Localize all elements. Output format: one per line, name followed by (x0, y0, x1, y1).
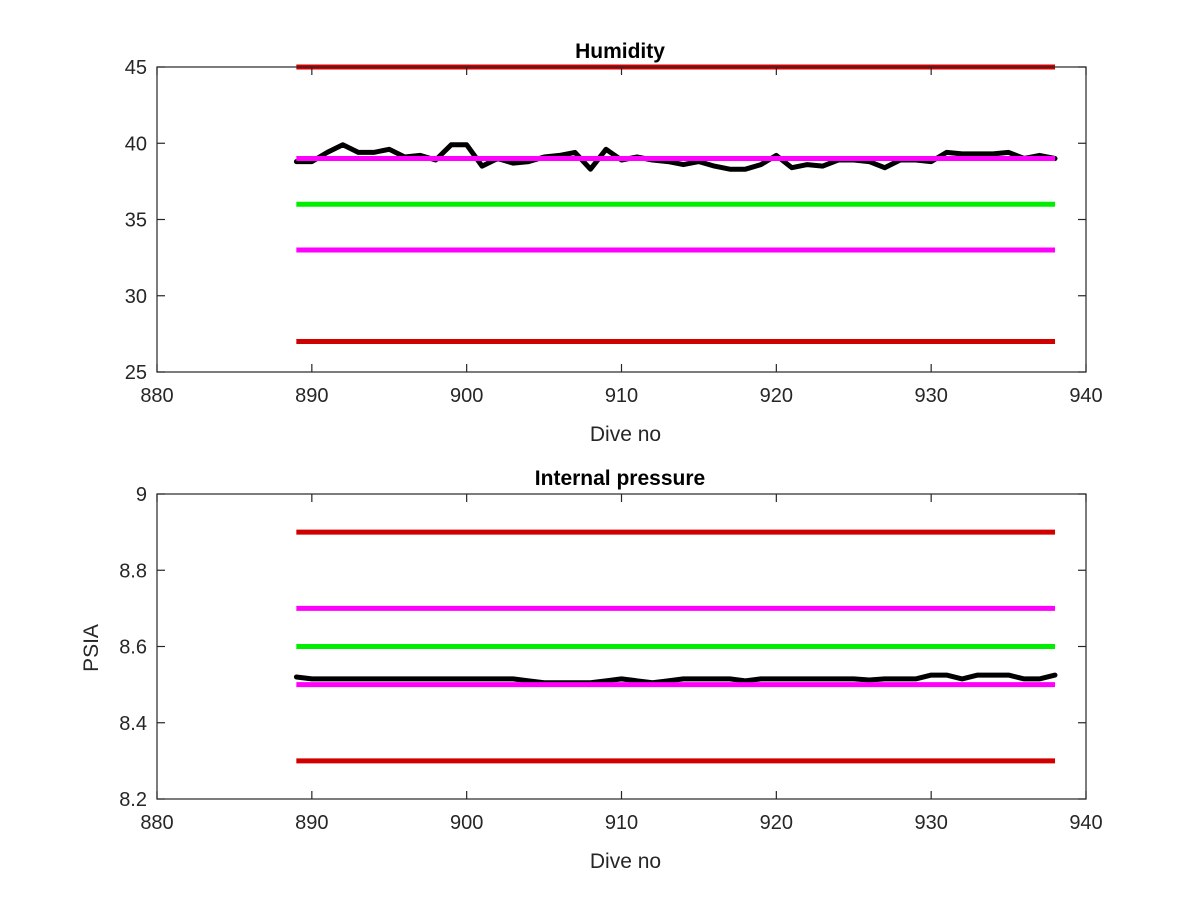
plot-area (293, 529, 1058, 764)
y-tick-label: 8.8 (119, 560, 147, 582)
x-tick-label: 900 (450, 385, 483, 407)
x-axis-label: Dive no (590, 850, 661, 873)
y-tick-label: 35 (125, 210, 147, 232)
x-tick-label: 890 (295, 385, 328, 407)
x-tick-label: 920 (760, 812, 793, 834)
x-tick-label: 940 (1069, 812, 1102, 834)
x-axis-label: Dive no (590, 423, 661, 446)
y-axis-label: PSIA (80, 624, 103, 672)
y-tick-label: 25 (125, 362, 147, 384)
chart-title: Internal pressure (535, 467, 705, 490)
data-series-line (293, 672, 1058, 686)
x-tick-label: 920 (760, 385, 793, 407)
x-tick-label: 900 (450, 812, 483, 834)
x-tick-label: 940 (1069, 385, 1102, 407)
plot-area (293, 64, 1058, 344)
y-tick-label: 8.4 (119, 713, 147, 735)
y-tick-label: 40 (125, 133, 147, 155)
y-tick-label: 30 (125, 286, 147, 308)
chart-title: Humidity (575, 40, 665, 63)
x-tick-label: 930 (914, 812, 947, 834)
x-tick-label: 910 (605, 812, 638, 834)
axes-frame (156, 66, 1087, 373)
humidity-chart: Humidity 880 890 900 910 920 930 940 25 30 35 40 45… (125, 40, 1103, 446)
x-tick-label: 890 (295, 812, 328, 834)
y-tick-label: 8.2 (119, 789, 147, 811)
x-tick-label: 930 (914, 385, 947, 407)
internal-pressure-chart: Internal pressure PSIA 880 890 900 910 920 93… (80, 467, 1103, 873)
x-tick-label: 880 (140, 385, 173, 407)
x-tick-label: 880 (140, 812, 173, 834)
y-tick-label: 45 (125, 57, 147, 79)
y-tick-label: 8.6 (119, 637, 147, 659)
x-tick-label: 910 (605, 385, 638, 407)
y-tick-label: 9 (136, 484, 147, 506)
